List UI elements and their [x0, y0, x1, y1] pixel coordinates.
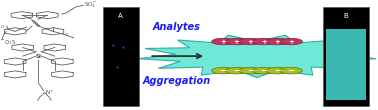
Text: −: − [274, 66, 281, 75]
Text: −: − [220, 66, 226, 75]
Point [120, 47, 126, 48]
Circle shape [266, 67, 289, 74]
Text: +: + [274, 38, 280, 45]
Bar [323, 6, 369, 106]
Polygon shape [138, 35, 376, 78]
Text: Analytes: Analytes [153, 22, 201, 32]
Circle shape [212, 38, 234, 45]
Text: +: + [261, 38, 267, 45]
Text: $^-$O$_3$S: $^-$O$_3$S [0, 38, 17, 47]
Text: N$^+$: N$^+$ [45, 88, 54, 97]
Text: −: − [247, 66, 254, 75]
Text: +: + [220, 38, 226, 45]
Text: A: A [118, 13, 123, 19]
Text: Si: Si [36, 54, 42, 59]
Text: O: O [65, 33, 68, 37]
Circle shape [253, 38, 275, 45]
Bar [103, 6, 139, 106]
Text: B: B [344, 13, 348, 19]
Circle shape [280, 67, 302, 74]
Text: −: − [260, 66, 267, 75]
Text: O: O [1, 25, 5, 29]
Circle shape [225, 38, 248, 45]
Circle shape [225, 67, 248, 74]
Point [114, 66, 120, 68]
Circle shape [239, 67, 262, 74]
Text: −: − [288, 66, 294, 75]
Text: Aggregation: Aggregation [143, 76, 211, 86]
Circle shape [280, 38, 302, 45]
Point [110, 44, 116, 46]
Text: SO$_3^-$: SO$_3^-$ [84, 1, 97, 10]
Text: +: + [288, 38, 294, 45]
Circle shape [239, 38, 262, 45]
Circle shape [212, 67, 234, 74]
Text: +: + [247, 38, 253, 45]
Circle shape [266, 38, 289, 45]
Bar [326, 29, 366, 100]
Circle shape [253, 67, 275, 74]
Text: −: − [233, 66, 240, 75]
Text: +: + [234, 38, 240, 45]
